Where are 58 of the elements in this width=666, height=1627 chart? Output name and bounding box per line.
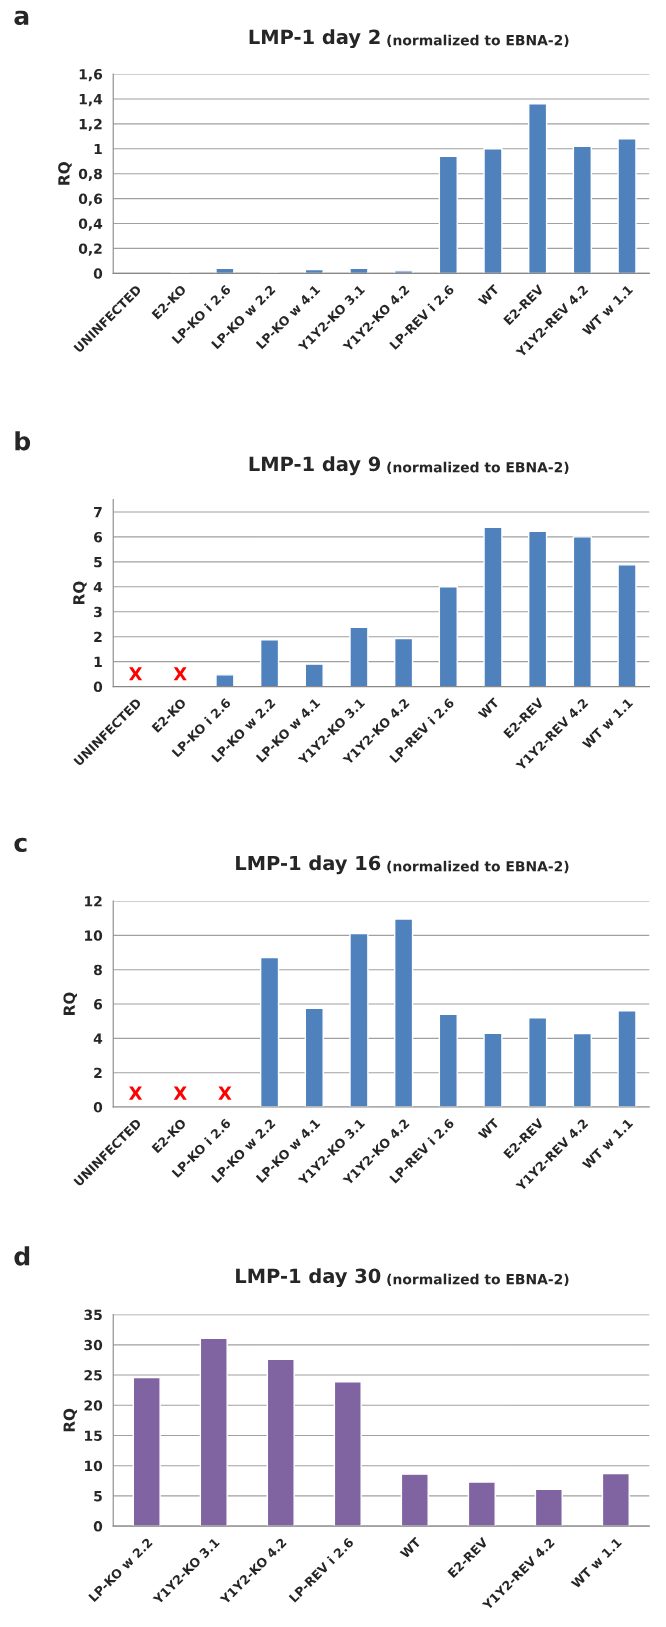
annotation: X [218,1086,232,1100]
y-tick-label: 6 [94,999,103,1010]
chart-title: LMP-1 day 16 [236,855,381,875]
text: d [14,1246,30,1266]
text: c [14,837,27,853]
y-tick-label: 1,6 [79,69,103,82]
y-tick-label: 3 [94,606,102,618]
y-tick-label: 12 [85,896,102,907]
chart-title: LMP-1 day 9 [249,456,381,476]
y-tick-label: 1 [94,143,102,155]
x-tick-label: WT [477,284,500,306]
y-tick-label: 4 [93,581,103,593]
y-tick-label: 0 [93,268,103,279]
y-tick-label: 7 [94,507,102,518]
text: a [14,10,29,26]
annotation: X [173,1086,187,1100]
annotation: X [173,667,187,681]
y-tick-label: 35 [84,1309,102,1321]
y-tick-label: 1,2 [79,118,102,132]
chart-subtitle: (normalized to EBNA-2) [387,461,569,475]
x-tick-label: WT [477,1117,500,1140]
y-tick-label: 0,6 [78,193,103,206]
y-tick-label: 0 [93,681,103,693]
y-tick-label: 6 [94,531,103,543]
y-tick-label: 0,8 [78,168,102,181]
y-tick-label: 30 [84,1339,103,1351]
y-tick-label: 5 [94,557,102,568]
y-tick-label: 15 [85,1430,102,1441]
y-tick-label: 10 [85,1460,103,1472]
y-tick-label: 1,4 [79,94,103,107]
y-tick-label: 1 [94,656,102,667]
y-tick-label: 0,2 [78,243,102,256]
y-axis-title: RQ [73,581,87,605]
chart-subtitle: (normalized to EBNA-2) [387,1273,569,1287]
y-tick-label: 0,4 [78,218,103,231]
y-tick-label: 20 [84,1400,103,1411]
chart-title: LMP-1 day 30 [236,1268,381,1288]
annotation: X [128,667,143,681]
y-tick-label: 10 [85,930,103,941]
y-tick-label: 2 [94,631,102,642]
chart-subtitle: (normalized to EBNA-2) [387,860,569,874]
chart-title: LMP-1 day 2 [249,29,380,49]
x-tick-label: WT [399,1536,422,1559]
y-tick-label: 4 [93,1033,103,1044]
chart-subtitle: (normalized to EBNA-2) [387,34,569,48]
annotation: X [128,1086,143,1100]
y-tick-label: 8 [93,964,102,976]
y-tick-label: 0 [93,1521,103,1532]
y-tick-label: 2 [94,1067,102,1078]
y-axis-title: RQ [63,992,77,1015]
x-tick-label: WT [477,697,500,720]
y-tick-label: 5 [94,1491,102,1502]
x-tick-label: WT w 1.1 [570,1537,622,1589]
y-axis-title: RQ [58,162,72,185]
y-axis-title: RQ [63,1408,77,1432]
text: b [15,431,31,451]
y-tick-label: 0 [93,1101,103,1113]
y-tick-label: 25 [84,1370,102,1381]
